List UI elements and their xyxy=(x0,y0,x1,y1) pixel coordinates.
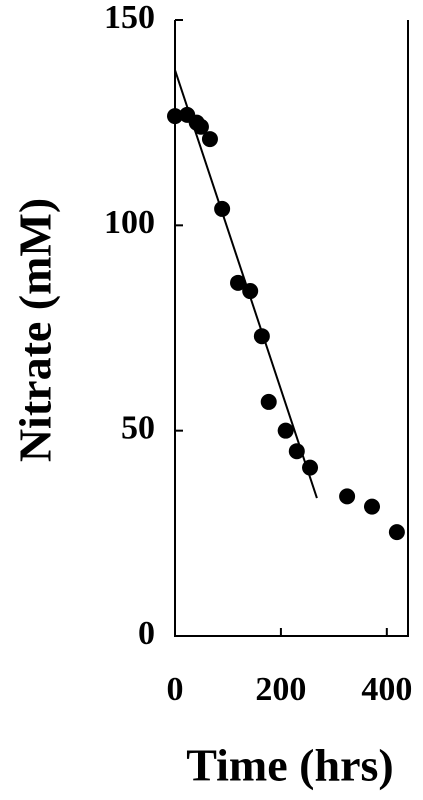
x-tick-label: 200 xyxy=(255,671,306,708)
data-point xyxy=(201,131,218,148)
x-axis-label: Time (hrs) xyxy=(186,740,393,791)
data-point xyxy=(363,498,380,515)
data-point xyxy=(192,118,209,135)
y-axis-label: Nitrate (mM) xyxy=(10,198,61,462)
data-point xyxy=(214,200,231,217)
data-point xyxy=(167,108,183,125)
y-tick-label: 0 xyxy=(138,615,155,652)
fit-line xyxy=(174,69,318,499)
x-tick-label: 400 xyxy=(361,671,412,708)
y-tick-label: 50 xyxy=(121,409,155,446)
data-point xyxy=(253,328,270,345)
axis-frame xyxy=(174,20,409,637)
data-point xyxy=(339,488,356,505)
y-tick-label: 100 xyxy=(104,204,155,241)
y-tick-label: 150 xyxy=(104,0,155,36)
data-point xyxy=(277,422,294,439)
data-point xyxy=(288,443,305,460)
data-point xyxy=(230,274,247,291)
data-point xyxy=(388,524,405,541)
x-tick-label: 0 xyxy=(167,671,184,708)
data-point xyxy=(302,459,319,476)
data-point xyxy=(242,283,259,300)
data-point xyxy=(260,393,277,410)
